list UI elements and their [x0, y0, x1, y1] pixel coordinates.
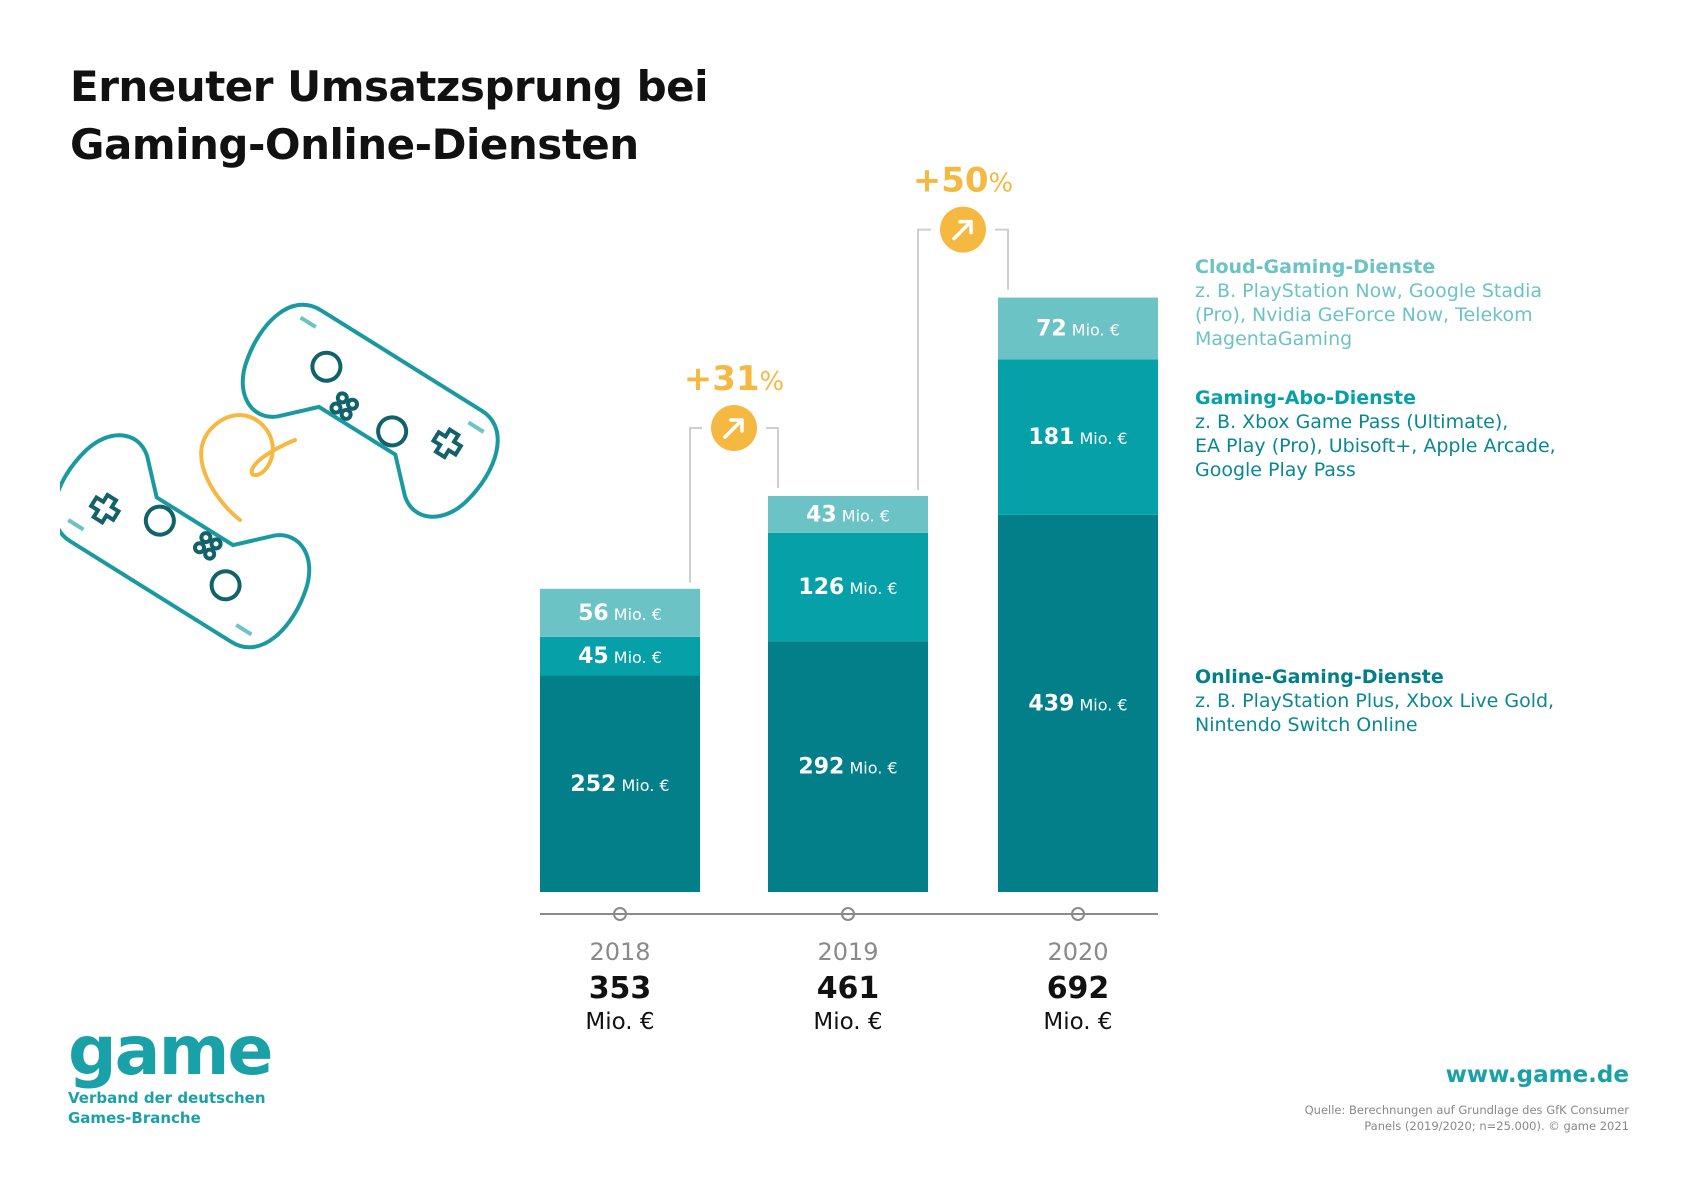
legend-item-cloud: Cloud-Gaming-Dienste z. B. PlayStation N… — [1195, 255, 1542, 351]
bar-segment-abo-2019 — [768, 532, 928, 642]
cable — [199, 413, 297, 522]
controller-bottom-icon — [60, 433, 312, 650]
controller-top-icon — [240, 302, 500, 519]
data-label-cloud-2019: 43 Mio. € — [806, 502, 890, 527]
tick-label-2020: 2020 — [1047, 938, 1108, 966]
title-line-1: Erneuter Umsatzsprung bei — [70, 62, 709, 111]
bar-segment-abo-2018 — [540, 636, 700, 676]
tick-label-2019: 2019 — [817, 938, 878, 966]
bar-segment-cloud-2019 — [768, 496, 928, 533]
data-label-cloud-2018: 56 Mio. € — [578, 601, 662, 626]
data-label-abo-2020: 181 Mio. € — [1028, 425, 1127, 450]
legend-desc-online-1: z. B. PlayStation Plus, Xbox Live Gold, — [1195, 690, 1555, 712]
data-label-online-2019: 292 Mio. € — [798, 755, 897, 780]
total-unit-2018: Mio. € — [585, 1009, 654, 1035]
arrow-up-right-icon — [723, 418, 744, 439]
total-value-2019: 461 — [817, 971, 880, 1006]
legend-desc-cloud-3: MagentaGaming — [1195, 328, 1353, 350]
legend-desc-cloud-2: (Pro), Nvidia GeForce Now, Telekom — [1195, 304, 1533, 326]
game-controllers-illustration — [60, 302, 500, 650]
growth-label-1: +50% — [913, 161, 1014, 201]
logo-subtitle: Verband der deutschen Games-Branche — [68, 1089, 266, 1127]
total-value-2020: 692 — [1047, 971, 1110, 1006]
bar-segment-cloud-2020 — [998, 297, 1158, 360]
legend-desc-abo-1: z. B. Xbox Game Pass (Ultimate), — [1195, 411, 1509, 433]
total-unit-2020: Mio. € — [1043, 1009, 1112, 1035]
growth-bracket-right-0 — [766, 427, 779, 489]
legend-title-online: Online-Gaming-Dienste — [1195, 666, 1444, 688]
growth-bracket-left-0 — [689, 427, 702, 583]
tick-label-2018: 2018 — [589, 938, 650, 966]
legend-item-abo: Gaming-Abo-Dienste z. B. Xbox Game Pass … — [1195, 386, 1556, 482]
growth-bracket-right-1 — [995, 228, 1009, 290]
legend-desc-cloud-1: z. B. PlayStation Now, Google Stadia — [1195, 280, 1543, 302]
website-link[interactable]: www.game.de — [1445, 1062, 1629, 1088]
data-label-online-2018: 252 Mio. € — [570, 772, 669, 797]
bar-segment-cloud-2018 — [540, 588, 700, 637]
chart-title: Erneuter Umsatzsprung bei Gaming-Online-… — [70, 58, 709, 174]
data-label-abo-2018: 45 Mio. € — [578, 644, 662, 669]
legend-desc-online-2: Nintendo Switch Online — [1195, 714, 1418, 736]
data-label-cloud-2020: 72 Mio. € — [1036, 316, 1120, 341]
source-note: Quelle: Berechnungen auf Grundlage des G… — [1304, 1103, 1629, 1133]
arrow-up-right-icon — [952, 219, 973, 241]
logo-wordmark: game — [68, 1012, 274, 1091]
title-line-2: Gaming-Online-Diensten — [70, 120, 639, 169]
game-logo: game Verband der deutschen Games-Branche — [68, 1012, 328, 1128]
legend-item-online: Online-Gaming-Dienste z. B. PlayStation … — [1195, 665, 1554, 737]
total-unit-2019: Mio. € — [813, 1009, 882, 1035]
legend-desc-abo-3: Google Play Pass — [1195, 459, 1356, 481]
total-value-2018: 353 — [589, 971, 652, 1006]
data-label-online-2020: 439 Mio. € — [1028, 691, 1127, 716]
growth-bracket-left-1 — [917, 228, 931, 491]
data-label-abo-2019: 126 Mio. € — [798, 575, 897, 600]
legend-title-cloud: Cloud-Gaming-Dienste — [1195, 256, 1436, 278]
growth-label-0: +31% — [684, 359, 785, 399]
bar-segment-abo-2020 — [998, 359, 1158, 515]
bar-segment-online-2020 — [998, 514, 1158, 892]
legend-title-abo: Gaming-Abo-Dienste — [1195, 387, 1416, 409]
bar-segment-online-2018 — [540, 675, 700, 892]
bar-segment-online-2019 — [768, 641, 928, 892]
legend-desc-abo-2: EA Play (Pro), Ubisoft+, Apple Arcade, — [1195, 435, 1556, 457]
